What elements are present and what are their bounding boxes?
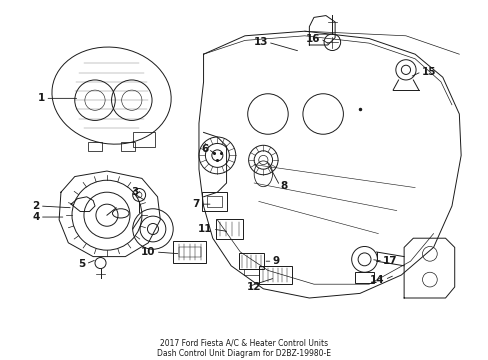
Bar <box>207 196 222 207</box>
Bar <box>173 241 206 263</box>
Text: 6: 6 <box>201 144 208 154</box>
Text: 2017 Ford Fiesta A/C & Heater Control Units
Dash Control Unit Diagram for D2BZ-1: 2017 Ford Fiesta A/C & Heater Control Un… <box>157 339 331 358</box>
Text: 5: 5 <box>79 259 85 269</box>
Text: 12: 12 <box>246 282 261 292</box>
Text: 7: 7 <box>192 199 200 209</box>
Bar <box>132 132 155 147</box>
Bar <box>215 219 243 239</box>
Text: 11: 11 <box>198 224 212 234</box>
Text: 1: 1 <box>38 93 45 103</box>
Text: 17: 17 <box>382 256 397 266</box>
Bar <box>202 192 227 211</box>
Bar <box>355 272 373 283</box>
Text: 2: 2 <box>33 201 40 211</box>
Text: 16: 16 <box>305 33 320 44</box>
Text: 4: 4 <box>32 212 40 222</box>
Bar <box>121 142 135 151</box>
Bar <box>244 270 258 275</box>
Text: 9: 9 <box>272 256 279 266</box>
Text: 8: 8 <box>279 181 286 191</box>
Text: 14: 14 <box>369 275 384 285</box>
Text: 15: 15 <box>421 67 435 77</box>
Text: 10: 10 <box>141 247 155 257</box>
Bar <box>178 247 201 257</box>
Text: 13: 13 <box>253 37 267 47</box>
Text: 3: 3 <box>132 187 139 197</box>
Bar <box>258 266 291 284</box>
Bar <box>87 142 102 151</box>
Bar <box>238 253 264 270</box>
